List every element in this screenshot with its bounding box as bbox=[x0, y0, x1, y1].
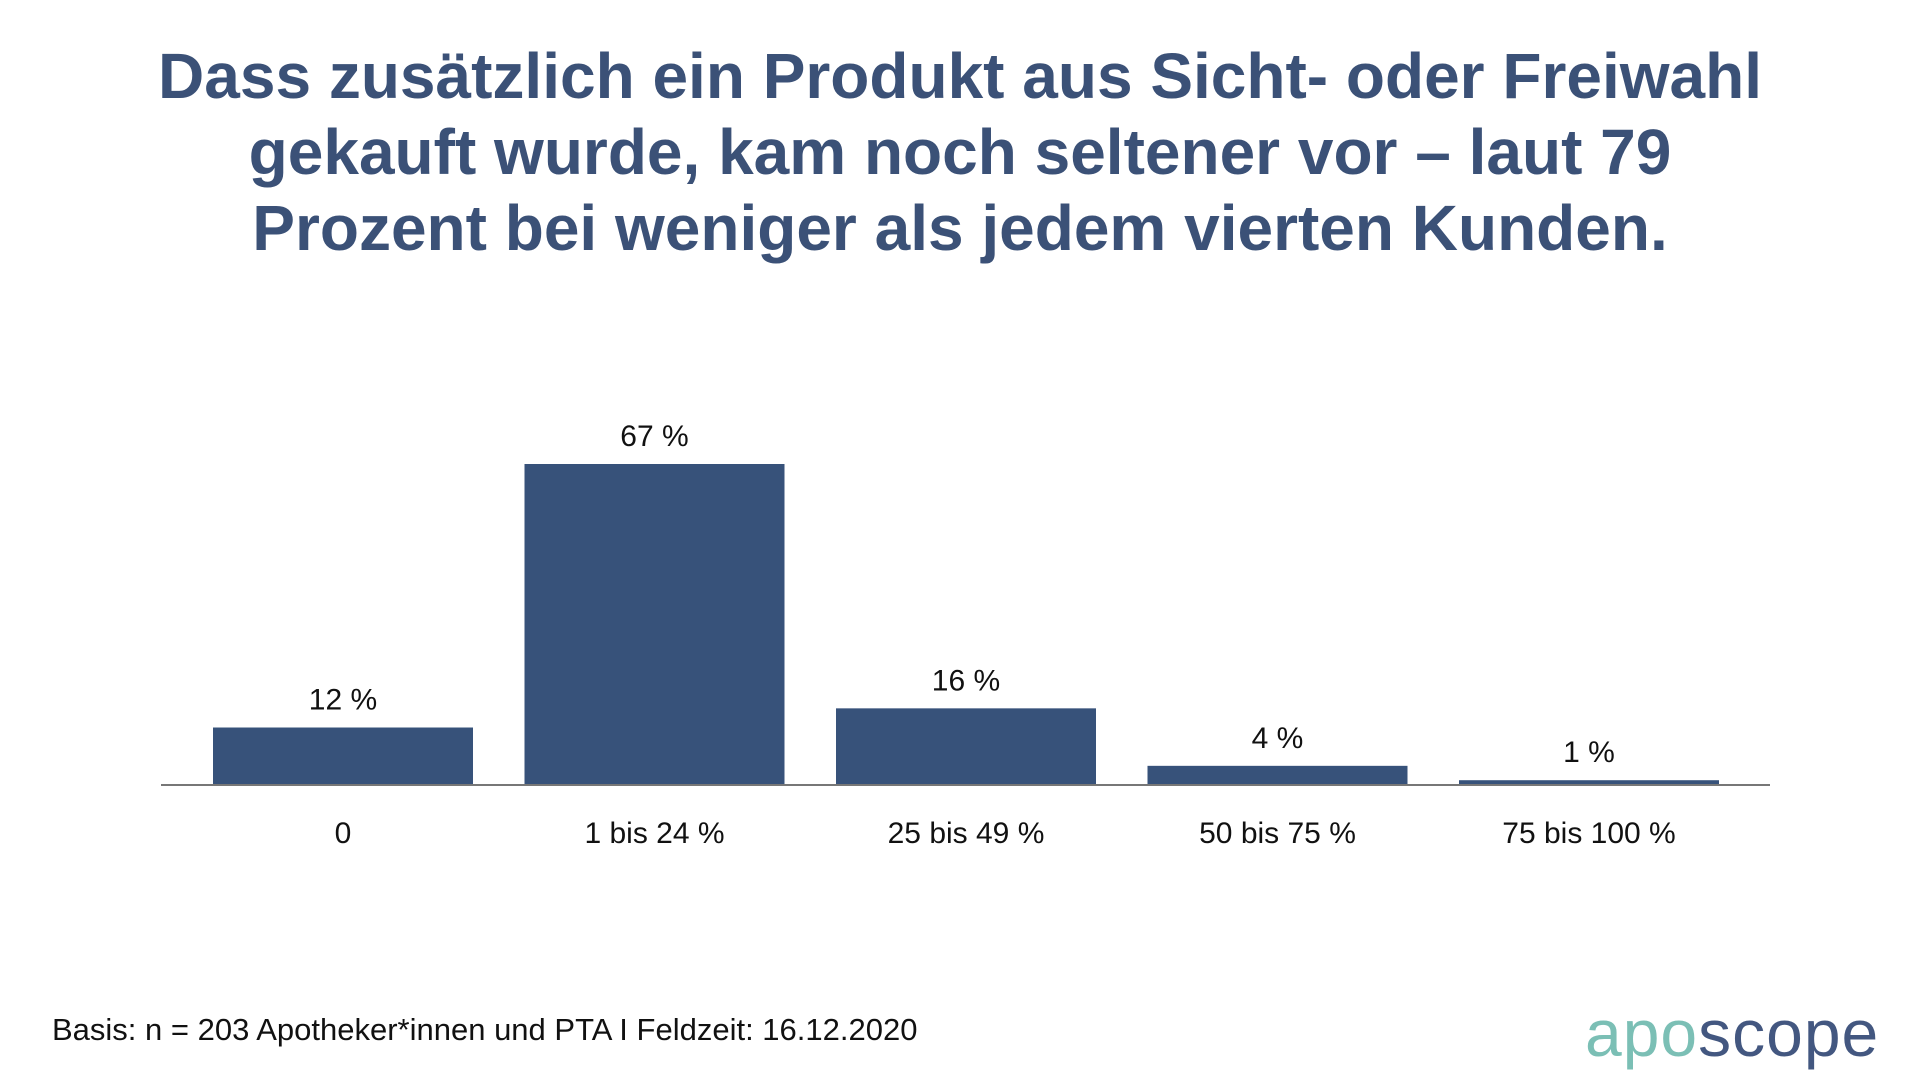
logo-part-apo: apo bbox=[1585, 996, 1699, 1070]
category-label: 25 bis 49 % bbox=[888, 817, 1045, 850]
bar bbox=[1147, 765, 1408, 785]
title-line: gekauft wurde, kam noch seltener vor – l… bbox=[248, 116, 1672, 188]
category-label: 1 bis 24 % bbox=[584, 817, 724, 850]
category-label: 75 bis 100 % bbox=[1502, 817, 1675, 850]
chart-title: Dass zusätzlich ein Produkt aus Sicht- o… bbox=[60, 38, 1860, 266]
value-label: 1 % bbox=[1563, 736, 1615, 769]
bar bbox=[524, 464, 785, 785]
value-label: 12 % bbox=[309, 684, 377, 717]
bar bbox=[836, 708, 1096, 785]
value-label: 4 % bbox=[1252, 722, 1304, 755]
bar bbox=[1459, 780, 1719, 785]
bar bbox=[213, 727, 473, 785]
value-label: 67 % bbox=[620, 420, 688, 453]
footnote: Basis: n = 203 Apotheker*innen und PTA I… bbox=[52, 1012, 918, 1047]
category-label: 0 bbox=[335, 817, 352, 850]
value-label: 16 % bbox=[932, 664, 1000, 697]
aposcope-logo: aposcope bbox=[1585, 995, 1879, 1071]
category-label: 50 bis 75 % bbox=[1199, 817, 1356, 850]
title-line: Dass zusätzlich ein Produkt aus Sicht- o… bbox=[158, 40, 1762, 112]
logo-part-scope: scope bbox=[1698, 996, 1880, 1070]
title-line: Prozent bei weniger als jedem vierten Ku… bbox=[252, 192, 1668, 264]
